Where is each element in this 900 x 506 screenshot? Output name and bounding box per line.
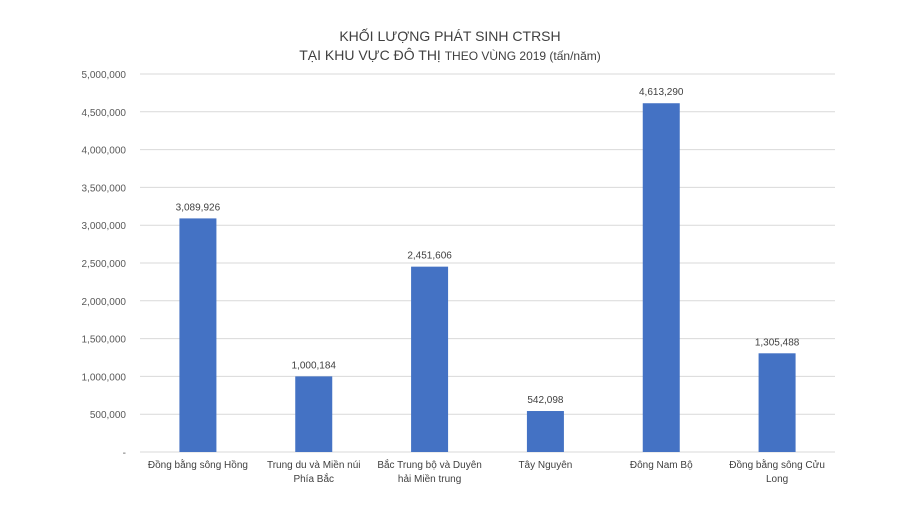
x-category-label: Đồng bằng sông Hồng (148, 458, 248, 471)
bar (295, 376, 333, 452)
bar (411, 266, 449, 452)
y-tick-label: 3,000,000 (82, 221, 127, 232)
chart-title: KHỐI LƯỢNG PHÁT SINH CTRSH (339, 28, 561, 44)
chart-subtitle: TẠI KHU VỰC ĐÔ THỊ THEO VÙNG 2019 (tấn/n… (0, 47, 900, 63)
bars (179, 103, 796, 452)
x-category-label: Trung du và Miền núi (267, 459, 361, 471)
x-category-label: Đông Nam Bộ (630, 460, 693, 471)
y-axis-tick-labels: - 500,000 1,000,000 1,500,000 2,000,000 2,500… (82, 70, 127, 459)
y-tick-label: 1,500,000 (82, 335, 127, 346)
bar (642, 103, 680, 452)
bar (758, 353, 796, 452)
gridlines (140, 73, 835, 453)
data-label: 4,613,290 (639, 87, 684, 98)
x-axis-category-labels: Đồng bằng sông Hồng Trung du và Miền núiP… (148, 458, 825, 485)
x-category-label: Đồng bằng sông Cửu (729, 458, 825, 471)
x-category-label: Bắc Trung bộ và Duyên (377, 458, 482, 471)
y-tick-label: 4,000,000 (82, 146, 127, 157)
value-labels: 3,089,926 1,000,184 2,451,606 542,098 4,613,… (176, 87, 800, 406)
data-label: 1,305,488 (755, 337, 800, 348)
data-label: 1,000,184 (292, 360, 337, 371)
data-label: 542,098 (527, 395, 564, 406)
x-category-label: hải Miền trung (398, 473, 461, 485)
y-tick-label: 2,500,000 (82, 259, 127, 270)
x-category-label: Long (766, 474, 788, 485)
bar (526, 411, 564, 452)
x-category-label: Phía Bắc (293, 472, 334, 485)
chart-subtitle-main: TẠI KHU VỰC ĐÔ THỊ (299, 47, 441, 63)
data-label: 2,451,606 (407, 251, 452, 262)
bar (179, 218, 217, 452)
y-tick-label: 2,000,000 (82, 297, 127, 308)
y-tick-label: 1,000,000 (82, 372, 127, 383)
y-tick-label: 5,000,000 (82, 70, 127, 81)
data-label: 3,089,926 (176, 202, 221, 213)
chart-subtitle-small: THEO VÙNG 2019 (tấn/năm) (444, 49, 601, 63)
y-tick-label: 3,500,000 (82, 183, 127, 194)
y-tick-label: 500,000 (90, 410, 127, 421)
y-tick-label: - (123, 448, 126, 459)
y-tick-label: 4,500,000 (82, 108, 127, 119)
x-category-label: Tây Nguyên (518, 460, 572, 471)
